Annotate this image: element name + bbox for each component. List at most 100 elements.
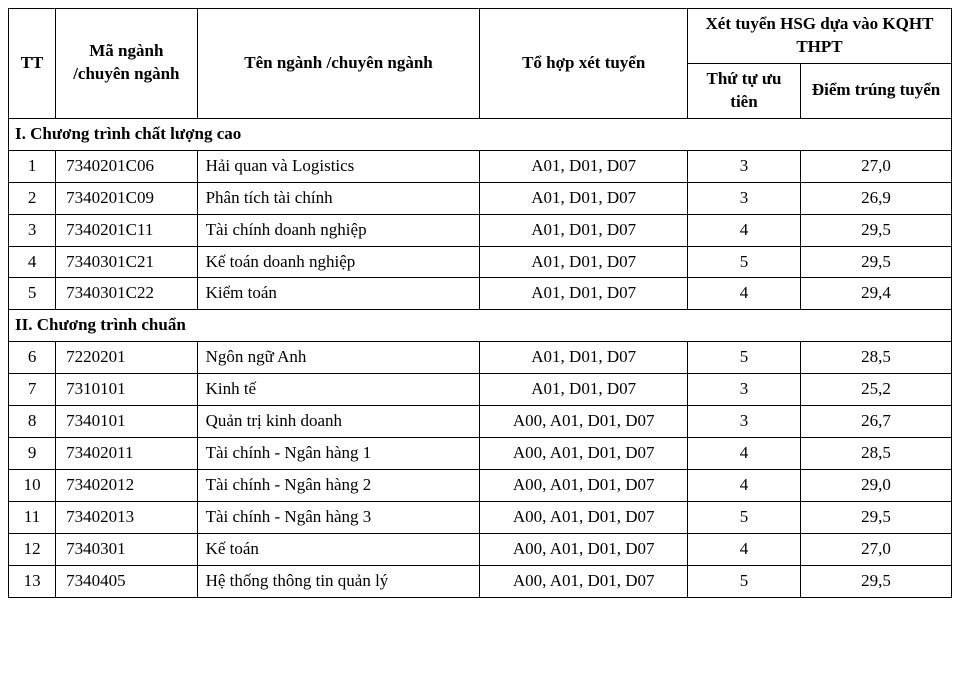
cell-prio: 4 bbox=[687, 278, 800, 310]
cell-prio: 3 bbox=[687, 406, 800, 438]
cell-code: 73402012 bbox=[56, 470, 197, 502]
cell-score: 28,5 bbox=[801, 438, 952, 470]
cell-score: 27,0 bbox=[801, 150, 952, 182]
cell-name: Kinh tế bbox=[197, 374, 480, 406]
col-tt-header: TT bbox=[9, 9, 56, 119]
table-header: TT Mã ngành /chuyên ngành Tên ngành /chu… bbox=[9, 9, 952, 119]
cell-combo: A01, D01, D07 bbox=[480, 342, 687, 374]
cell-score: 25,2 bbox=[801, 374, 952, 406]
section-header-row: I. Chương trình chất lượng cao bbox=[9, 118, 952, 150]
cell-tt: 6 bbox=[9, 342, 56, 374]
cell-tt: 8 bbox=[9, 406, 56, 438]
cell-combo: A01, D01, D07 bbox=[480, 374, 687, 406]
cell-name: Tài chính - Ngân hàng 1 bbox=[197, 438, 480, 470]
cell-prio: 3 bbox=[687, 374, 800, 406]
cell-combo: A01, D01, D07 bbox=[480, 278, 687, 310]
cell-tt: 3 bbox=[9, 214, 56, 246]
cell-code: 7340405 bbox=[56, 565, 197, 597]
cell-tt: 13 bbox=[9, 565, 56, 597]
cell-name: Hệ thống thông tin quản lý bbox=[197, 565, 480, 597]
cell-name: Tài chính - Ngân hàng 3 bbox=[197, 502, 480, 534]
cell-code: 7340101 bbox=[56, 406, 197, 438]
col-group-header: Xét tuyển HSG dựa vào KQHT THPT bbox=[687, 9, 951, 64]
cell-score: 29,5 bbox=[801, 214, 952, 246]
admissions-table: TT Mã ngành /chuyên ngành Tên ngành /chu… bbox=[8, 8, 952, 598]
cell-score: 28,5 bbox=[801, 342, 952, 374]
cell-tt: 2 bbox=[9, 182, 56, 214]
cell-code: 7340301C21 bbox=[56, 246, 197, 278]
cell-name: Kế toán doanh nghiệp bbox=[197, 246, 480, 278]
cell-prio: 4 bbox=[687, 470, 800, 502]
table-row: 77310101Kinh tếA01, D01, D07325,2 bbox=[9, 374, 952, 406]
cell-tt: 4 bbox=[9, 246, 56, 278]
cell-score: 29,4 bbox=[801, 278, 952, 310]
table-row: 17340201C06Hải quan và LogisticsA01, D01… bbox=[9, 150, 952, 182]
cell-score: 27,0 bbox=[801, 533, 952, 565]
cell-score: 26,7 bbox=[801, 406, 952, 438]
table-row: 973402011Tài chính - Ngân hàng 1A00, A01… bbox=[9, 438, 952, 470]
cell-prio: 5 bbox=[687, 342, 800, 374]
cell-combo: A00, A01, D01, D07 bbox=[480, 470, 687, 502]
cell-code: 7340201C09 bbox=[56, 182, 197, 214]
cell-tt: 10 bbox=[9, 470, 56, 502]
cell-name: Kiểm toán bbox=[197, 278, 480, 310]
table-row: 57340301C22Kiểm toánA01, D01, D07429,4 bbox=[9, 278, 952, 310]
cell-code: 7340201C06 bbox=[56, 150, 197, 182]
cell-prio: 4 bbox=[687, 214, 800, 246]
col-combo-header: Tổ hợp xét tuyển bbox=[480, 9, 687, 119]
cell-tt: 7 bbox=[9, 374, 56, 406]
cell-combo: A00, A01, D01, D07 bbox=[480, 565, 687, 597]
cell-name: Hải quan và Logistics bbox=[197, 150, 480, 182]
cell-name: Tài chính - Ngân hàng 2 bbox=[197, 470, 480, 502]
cell-tt: 12 bbox=[9, 533, 56, 565]
cell-combo: A00, A01, D01, D07 bbox=[480, 406, 687, 438]
cell-prio: 5 bbox=[687, 246, 800, 278]
cell-combo: A00, A01, D01, D07 bbox=[480, 502, 687, 534]
table-row: 127340301Kế toánA00, A01, D01, D07427,0 bbox=[9, 533, 952, 565]
cell-score: 26,9 bbox=[801, 182, 952, 214]
cell-combo: A01, D01, D07 bbox=[480, 246, 687, 278]
table-row: 47340301C21Kế toán doanh nghiệpA01, D01,… bbox=[9, 246, 952, 278]
cell-name: Kế toán bbox=[197, 533, 480, 565]
cell-prio: 4 bbox=[687, 533, 800, 565]
cell-prio: 5 bbox=[687, 502, 800, 534]
cell-name: Ngôn ngữ Anh bbox=[197, 342, 480, 374]
cell-combo: A00, A01, D01, D07 bbox=[480, 438, 687, 470]
cell-tt: 9 bbox=[9, 438, 56, 470]
section-title: I. Chương trình chất lượng cao bbox=[9, 118, 952, 150]
cell-tt: 1 bbox=[9, 150, 56, 182]
table-row: 27340201C09Phân tích tài chínhA01, D01, … bbox=[9, 182, 952, 214]
table-row: 87340101Quản trị kinh doanhA00, A01, D01… bbox=[9, 406, 952, 438]
cell-name: Quản trị kinh doanh bbox=[197, 406, 480, 438]
cell-code: 7340301 bbox=[56, 533, 197, 565]
cell-prio: 5 bbox=[687, 565, 800, 597]
table-row: 137340405Hệ thống thông tin quản lýA00, … bbox=[9, 565, 952, 597]
cell-combo: A01, D01, D07 bbox=[480, 182, 687, 214]
cell-code: 7310101 bbox=[56, 374, 197, 406]
cell-tt: 11 bbox=[9, 502, 56, 534]
cell-code: 73402011 bbox=[56, 438, 197, 470]
section-title: II. Chương trình chuẩn bbox=[9, 310, 952, 342]
cell-code: 7220201 bbox=[56, 342, 197, 374]
cell-combo: A01, D01, D07 bbox=[480, 214, 687, 246]
table-row: 67220201Ngôn ngữ AnhA01, D01, D07528,5 bbox=[9, 342, 952, 374]
table-row: 1073402012Tài chính - Ngân hàng 2A00, A0… bbox=[9, 470, 952, 502]
col-code-header: Mã ngành /chuyên ngành bbox=[56, 9, 197, 119]
cell-prio: 4 bbox=[687, 438, 800, 470]
table-row: 1173402013Tài chính - Ngân hàng 3A00, A0… bbox=[9, 502, 952, 534]
cell-combo: A00, A01, D01, D07 bbox=[480, 533, 687, 565]
cell-prio: 3 bbox=[687, 150, 800, 182]
cell-score: 29,5 bbox=[801, 502, 952, 534]
col-name-header: Tên ngành /chuyên ngành bbox=[197, 9, 480, 119]
cell-name: Phân tích tài chính bbox=[197, 182, 480, 214]
table-body: I. Chương trình chất lượng cao17340201C0… bbox=[9, 118, 952, 597]
cell-prio: 3 bbox=[687, 182, 800, 214]
cell-score: 29,5 bbox=[801, 246, 952, 278]
col-score-header: Điểm trúng tuyển bbox=[801, 63, 952, 118]
cell-combo: A01, D01, D07 bbox=[480, 150, 687, 182]
cell-code: 7340201C11 bbox=[56, 214, 197, 246]
col-priority-header: Thứ tự ưu tiên bbox=[687, 63, 800, 118]
cell-code: 7340301C22 bbox=[56, 278, 197, 310]
cell-name: Tài chính doanh nghiệp bbox=[197, 214, 480, 246]
cell-score: 29,5 bbox=[801, 565, 952, 597]
